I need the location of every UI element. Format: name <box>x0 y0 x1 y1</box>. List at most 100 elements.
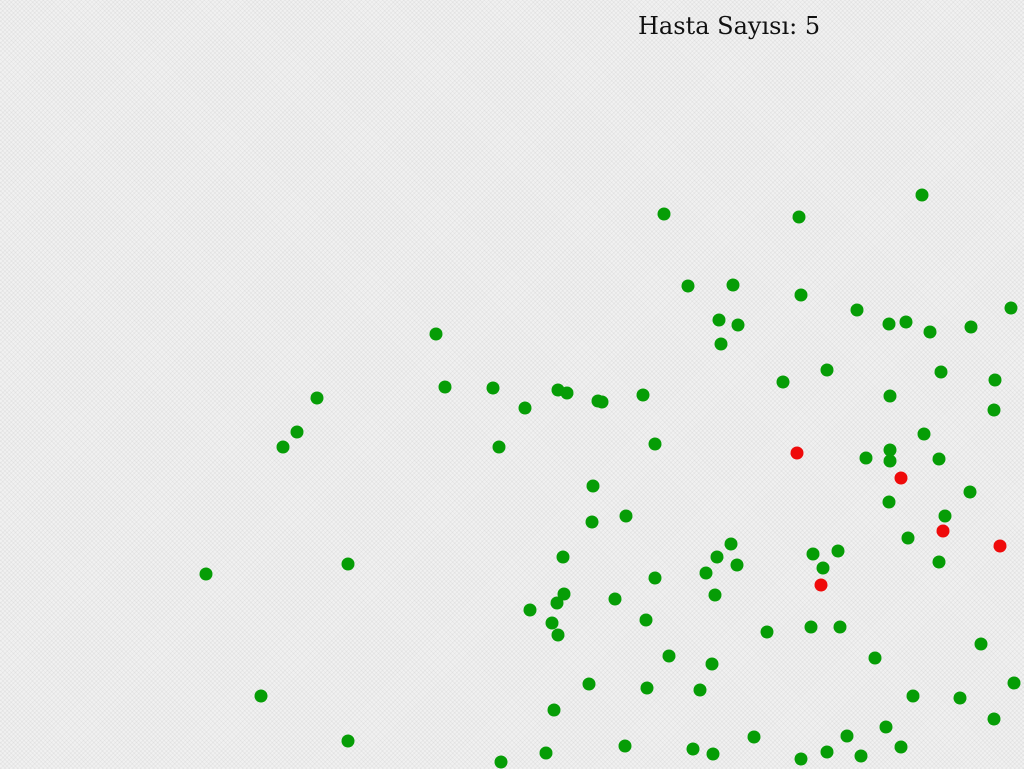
healthy-person-dot <box>648 571 662 585</box>
healthy-person-dot <box>486 381 500 395</box>
healthy-person-dot <box>760 625 774 639</box>
healthy-person-dot <box>726 278 740 292</box>
healthy-person-dot <box>585 515 599 529</box>
healthy-person-dot <box>636 388 650 402</box>
healthy-person-dot <box>640 681 654 695</box>
healthy-person-dot <box>341 557 355 571</box>
healthy-person-dot <box>662 649 676 663</box>
healthy-person-dot <box>1007 676 1021 690</box>
healthy-person-dot <box>731 318 745 332</box>
healthy-person-dot <box>894 740 908 754</box>
sick-person-dot <box>936 524 950 538</box>
healthy-person-dot <box>523 603 537 617</box>
healthy-person-dot <box>714 337 728 351</box>
healthy-person-dot <box>290 425 304 439</box>
healthy-person-dot <box>859 451 873 465</box>
healthy-person-dot <box>747 730 761 744</box>
healthy-person-dot <box>932 555 946 569</box>
healthy-person-dot <box>492 440 506 454</box>
healthy-person-dot <box>545 616 559 630</box>
healthy-person-dot <box>882 317 896 331</box>
healthy-person-dot <box>850 303 864 317</box>
healthy-person-dot <box>938 509 952 523</box>
healthy-person-dot <box>882 495 896 509</box>
healthy-person-dot <box>254 689 268 703</box>
healthy-person-dot <box>1004 301 1018 315</box>
healthy-person-dot <box>438 380 452 394</box>
sick-person-dot <box>993 539 1007 553</box>
healthy-person-dot <box>706 747 720 761</box>
healthy-person-dot <box>776 375 790 389</box>
healthy-person-dot <box>868 651 882 665</box>
healthy-person-dot <box>820 745 834 759</box>
healthy-person-dot <box>705 657 719 671</box>
healthy-person-dot <box>964 320 978 334</box>
healthy-person-dot <box>987 712 1001 726</box>
healthy-person-dot <box>724 537 738 551</box>
healthy-person-dot <box>518 401 532 415</box>
sick-count-value: 5 <box>804 12 821 40</box>
healthy-person-dot <box>686 742 700 756</box>
healthy-person-dot <box>712 313 726 327</box>
healthy-person-dot <box>551 628 565 642</box>
healthy-person-dot <box>699 566 713 580</box>
healthy-person-dot <box>816 561 830 575</box>
healthy-person-dot <box>586 479 600 493</box>
healthy-person-dot <box>923 325 937 339</box>
healthy-person-dot <box>792 210 806 224</box>
healthy-person-dot <box>804 620 818 634</box>
healthy-person-dot <box>618 739 632 753</box>
healthy-person-dot <box>831 544 845 558</box>
healthy-person-dot <box>794 288 808 302</box>
healthy-person-dot <box>619 509 633 523</box>
sick-person-dot <box>894 471 908 485</box>
healthy-person-dot <box>934 365 948 379</box>
healthy-person-dot <box>681 279 695 293</box>
healthy-person-dot <box>657 207 671 221</box>
healthy-person-dot <box>639 613 653 627</box>
healthy-person-dot <box>953 691 967 705</box>
healthy-person-dot <box>429 327 443 341</box>
healthy-person-dot <box>987 403 1001 417</box>
healthy-person-dot <box>595 395 609 409</box>
healthy-person-dot <box>932 452 946 466</box>
healthy-person-dot <box>547 703 561 717</box>
healthy-person-dot <box>854 749 868 763</box>
healthy-person-dot <box>608 592 622 606</box>
healthy-person-dot <box>883 443 897 457</box>
healthy-person-dot <box>806 547 820 561</box>
healthy-person-dot <box>988 373 1002 387</box>
sick-person-dot <box>814 578 828 592</box>
sick-count-label: Hasta Sayısı: <box>638 12 798 40</box>
healthy-person-dot <box>693 683 707 697</box>
healthy-person-dot <box>556 550 570 564</box>
healthy-person-dot <box>276 440 290 454</box>
healthy-person-dot <box>582 677 596 691</box>
healthy-person-dot <box>730 558 744 572</box>
healthy-person-dot <box>539 746 553 760</box>
healthy-person-dot <box>648 437 662 451</box>
healthy-person-dot <box>974 637 988 651</box>
healthy-person-dot <box>901 531 915 545</box>
healthy-person-dot <box>310 391 324 405</box>
healthy-person-dot <box>899 315 913 329</box>
healthy-person-dot <box>708 588 722 602</box>
healthy-person-dot <box>879 720 893 734</box>
healthy-person-dot <box>794 752 808 766</box>
healthy-person-dot <box>341 734 355 748</box>
healthy-person-dot <box>915 188 929 202</box>
healthy-person-dot <box>550 596 564 610</box>
healthy-person-dot <box>840 729 854 743</box>
healthy-person-dot <box>883 389 897 403</box>
sick-count-display: Hasta Sayısı: 5 <box>638 10 820 42</box>
healthy-person-dot <box>963 485 977 499</box>
sick-person-dot <box>790 446 804 460</box>
healthy-person-dot <box>494 755 508 769</box>
healthy-person-dot <box>917 427 931 441</box>
healthy-person-dot <box>199 567 213 581</box>
healthy-person-dot <box>906 689 920 703</box>
healthy-person-dot <box>820 363 834 377</box>
healthy-person-dot <box>833 620 847 634</box>
healthy-person-dot <box>710 550 724 564</box>
